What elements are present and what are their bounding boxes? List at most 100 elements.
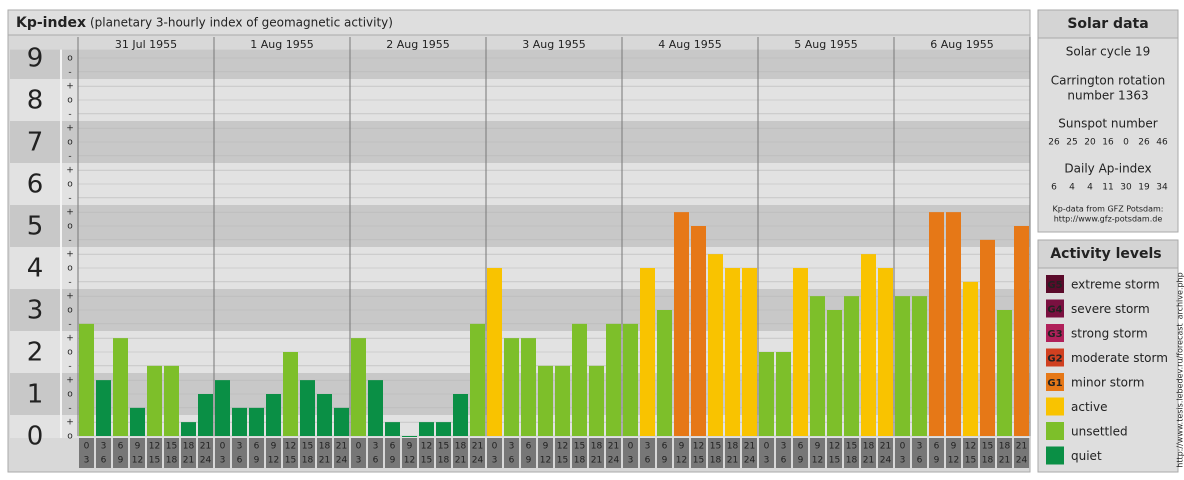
hour-cell: [606, 438, 621, 468]
bar: [300, 380, 315, 436]
day-label: 1 Aug 1955: [250, 38, 313, 51]
day-label: 6 Aug 1955: [930, 38, 993, 51]
legend-swatch: [1046, 397, 1064, 416]
hour-label: 15: [965, 456, 976, 466]
hour-label: 3: [764, 456, 770, 466]
hour-label: 18: [302, 456, 314, 466]
chart-title: Kp-index: [16, 15, 86, 31]
solar-value: 25: [1066, 138, 1077, 148]
bar: [436, 422, 451, 436]
solar-value: 34: [1156, 183, 1168, 193]
bar: [827, 310, 842, 436]
legend-badge: G3: [1047, 329, 1062, 340]
hour-label: 15: [557, 456, 568, 466]
hour-label: 0: [764, 442, 770, 452]
hour-label: 9: [135, 442, 141, 452]
hour-label: 6: [254, 442, 260, 452]
bar: [113, 338, 128, 436]
minor-tick-label: o: [67, 138, 73, 148]
hour-cell: [487, 438, 502, 468]
hour-label: 3: [900, 456, 906, 466]
hour-label: 18: [183, 442, 195, 452]
hour-cell: [878, 438, 893, 468]
hour-label: 6: [798, 442, 804, 452]
hour-label: 12: [132, 456, 143, 466]
legend-label: quiet: [1071, 449, 1102, 463]
levels-title: Activity levels: [1050, 246, 1161, 262]
hour-label: 21: [863, 456, 874, 466]
y-tick-label: 5: [27, 212, 44, 242]
hour-label: 15: [285, 456, 296, 466]
bar: [759, 352, 774, 436]
hour-cell: [997, 438, 1012, 468]
hour-label: 6: [781, 456, 787, 466]
hour-label: 3: [645, 442, 651, 452]
hour-cell: [419, 438, 434, 468]
hour-cell: [351, 438, 366, 468]
hour-label: 3: [509, 442, 515, 452]
hour-cell: [283, 438, 298, 468]
hour-cell: [708, 438, 723, 468]
hour-label: 12: [965, 442, 976, 452]
solar-value: 4: [1069, 183, 1075, 193]
band: [10, 49, 1030, 79]
y-tick-label: 0: [27, 422, 44, 452]
hour-label: 15: [829, 456, 840, 466]
hour-label: 24: [880, 456, 892, 466]
carrington: Carrington rotation: [1051, 74, 1165, 88]
hour-label: 18: [455, 442, 467, 452]
hour-cell: [827, 438, 842, 468]
minor-tick-label: o: [67, 432, 73, 442]
minor-tick-label: o: [67, 348, 73, 358]
bar: [470, 323, 485, 436]
hour-label: 3: [237, 442, 243, 452]
bar: [1014, 226, 1029, 436]
hour-label: 24: [744, 456, 756, 466]
legend-label: extreme storm: [1071, 278, 1160, 292]
title-bar: [7, 9, 1031, 36]
bar: [198, 394, 213, 436]
day-label: 5 Aug 1955: [794, 38, 857, 51]
legend-badge: G4: [1047, 305, 1062, 316]
hour-label: 15: [302, 442, 313, 452]
hour-cell: [232, 438, 247, 468]
hour-label: 6: [237, 456, 243, 466]
hour-label: 15: [710, 442, 721, 452]
hour-label: 12: [676, 456, 687, 466]
hour-label: 9: [951, 442, 957, 452]
bar: [521, 338, 536, 436]
hour-label: 15: [846, 442, 857, 452]
hour-label: 18: [574, 456, 586, 466]
solar-value: 20: [1084, 138, 1096, 148]
bar: [708, 254, 723, 436]
hour-label: 24: [472, 456, 484, 466]
hour-label: 15: [149, 456, 160, 466]
legend-badge: G5: [1047, 280, 1062, 291]
hour-cell: [861, 438, 876, 468]
hour-cell: [623, 438, 638, 468]
hour-label: 9: [271, 442, 277, 452]
source: Kp-data from GFZ Potsdam:: [1053, 205, 1164, 214]
y-tick-label: 6: [27, 170, 44, 200]
hour-label: 6: [917, 456, 923, 466]
hour-label: 3: [84, 456, 90, 466]
bar: [657, 310, 672, 436]
hour-cell: [113, 438, 128, 468]
hour-label: 21: [608, 442, 619, 452]
hour-cell: [181, 438, 196, 468]
bar: [691, 226, 706, 436]
hour-label: 21: [999, 456, 1010, 466]
bar: [147, 365, 162, 436]
solar-title-bar: [1037, 9, 1179, 39]
hour-label: 18: [438, 456, 450, 466]
hour-cell: [895, 438, 910, 468]
hour-cell: [946, 438, 961, 468]
bar: [946, 212, 961, 436]
hour-label: 21: [727, 456, 738, 466]
hour-cell: [929, 438, 944, 468]
day-label: 31 Jul 1955: [115, 38, 177, 51]
solar-value: 26: [1138, 138, 1150, 148]
bar: [742, 268, 757, 436]
hour-cell: [759, 438, 774, 468]
